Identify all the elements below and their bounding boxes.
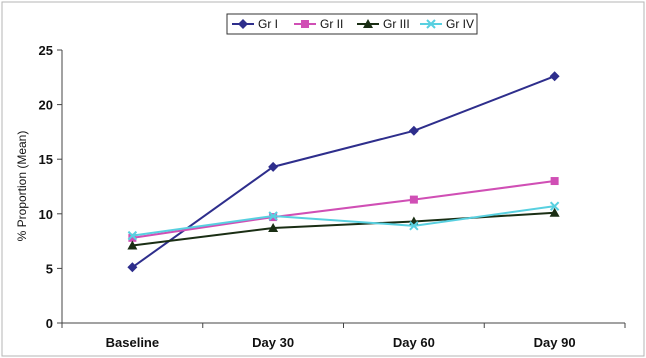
series-gr-iv	[127, 201, 560, 241]
legend-marker	[238, 19, 248, 29]
data-point	[128, 233, 137, 242]
x-tick-label: Day 60	[393, 335, 435, 350]
legend-label: Gr II	[320, 17, 343, 31]
data-point	[550, 177, 559, 186]
legend-label: Gr I	[258, 17, 278, 31]
legend-entry: Gr IV	[420, 17, 474, 31]
x-tick-label: Day 30	[252, 335, 294, 350]
legend-label: Gr III	[383, 17, 410, 31]
legend-marker	[426, 19, 436, 29]
y-tick-label: 0	[46, 316, 53, 331]
series-gr-i	[127, 71, 560, 273]
y-axis: 0 5 10 15 20 25	[39, 43, 62, 331]
legend: Gr I Gr II Gr III Gr IV	[226, 13, 478, 35]
legend-box	[226, 13, 478, 35]
y-tick-label: 25	[39, 43, 53, 58]
series-line	[132, 205, 555, 237]
legend-entry: Gr II	[294, 17, 343, 31]
series-line	[131, 75, 555, 269]
series-line	[132, 180, 555, 239]
series-group	[127, 71, 560, 273]
data-point	[127, 230, 138, 241]
y-tick-label: 20	[39, 98, 53, 113]
x-tick-label: Baseline	[106, 335, 159, 350]
data-point	[127, 262, 138, 273]
legend-entry: Gr I	[232, 17, 278, 31]
data-point	[268, 211, 278, 221]
y-tick-label: 10	[39, 207, 53, 222]
data-point	[268, 222, 279, 232]
data-point	[409, 195, 418, 204]
legend-entry: Gr III	[357, 17, 410, 31]
y-axis-title: % Proportion (Mean)	[15, 131, 29, 242]
data-point	[127, 240, 138, 250]
legend-marker	[301, 20, 309, 28]
x-tick-label: Day 90	[534, 335, 576, 350]
legend-label: Gr IV	[446, 17, 474, 31]
data-point	[549, 207, 560, 217]
y-tick-label: 5	[46, 261, 53, 276]
data-point	[549, 201, 560, 211]
x-axis: Baseline Day 30 Day 60 Day 90	[61, 323, 626, 350]
series-line	[132, 211, 555, 247]
data-point	[409, 221, 419, 231]
data-point	[408, 125, 419, 136]
y-tick-label: 15	[39, 152, 53, 167]
data-point	[549, 71, 560, 82]
data-point	[268, 161, 279, 172]
legend-marker	[363, 19, 373, 28]
